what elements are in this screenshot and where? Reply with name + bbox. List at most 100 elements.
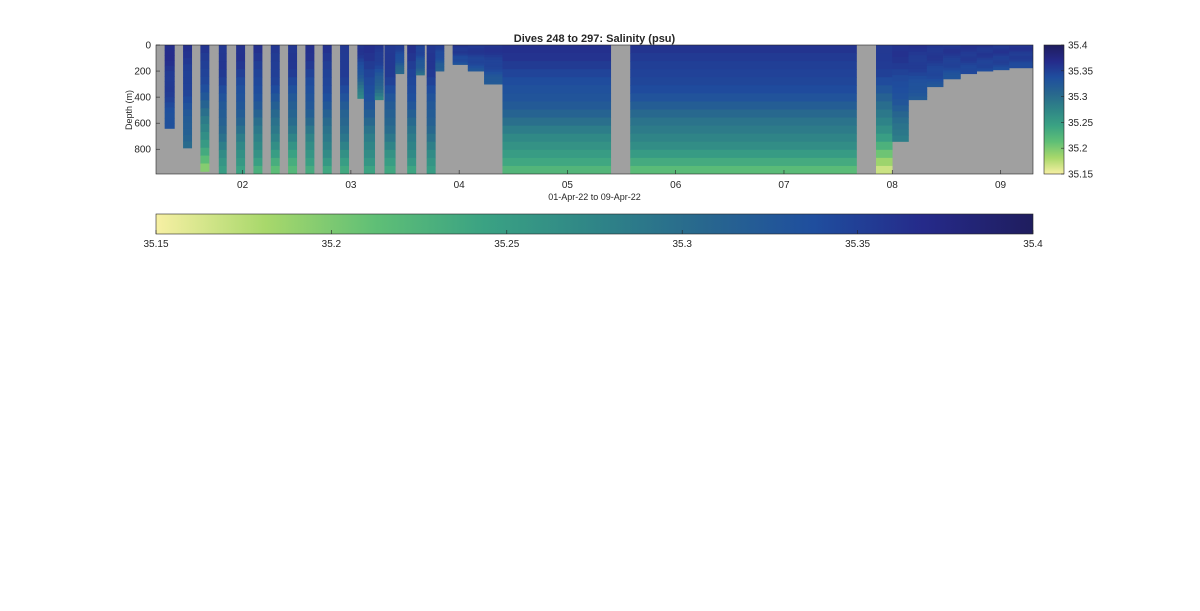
salinity-cell — [960, 61, 977, 64]
profile — [253, 45, 263, 174]
salinity-cell — [908, 82, 928, 87]
salinity-cell — [164, 65, 175, 72]
salinity-cell — [270, 85, 280, 94]
salinity-cell — [340, 61, 350, 70]
salinity-cell — [876, 149, 893, 159]
salinity-cell — [467, 66, 485, 69]
bottom-colorbar-gradient — [155, 213, 1034, 235]
salinity-cell — [183, 102, 193, 110]
profile — [926, 45, 944, 88]
x-axis-label: 01-Apr-22 to 09-Apr-22 — [548, 192, 641, 202]
salinity-cell — [426, 141, 436, 151]
profile — [976, 45, 994, 72]
salinity-cell — [435, 64, 445, 67]
salinity-cell — [363, 69, 376, 78]
salinity-cell — [1009, 50, 1033, 53]
salinity-cell — [426, 125, 436, 135]
salinity-cell — [288, 141, 298, 151]
salinity-cell — [253, 133, 263, 143]
salinity-cell — [407, 157, 417, 167]
salinity-cell — [322, 141, 332, 151]
salinity-cell — [270, 133, 280, 143]
salinity-cell — [236, 117, 246, 127]
salinity-cell — [288, 149, 298, 159]
salinity-cell — [270, 77, 280, 86]
salinity-cell — [305, 149, 315, 159]
salinity-cell — [164, 60, 175, 67]
chart-title: Dives 248 to 297: Salinity (psu) — [514, 33, 676, 45]
salinity-cell — [630, 133, 857, 143]
salinity-cell — [305, 125, 315, 135]
salinity-cell — [363, 141, 376, 151]
salinity-cell — [395, 66, 405, 69]
salinity-cell — [426, 109, 436, 118]
salinity-cell — [892, 135, 909, 142]
salinity-cell — [183, 96, 193, 104]
profile — [415, 45, 425, 76]
salinity-cell — [452, 53, 469, 56]
salinity-cell — [976, 62, 994, 65]
salinity-cell — [452, 58, 469, 61]
salinity-cell — [976, 46, 994, 49]
salinity-cell — [943, 57, 961, 61]
salinity-cell — [426, 69, 436, 78]
side-colorbar-tick-label: 35.25 — [1068, 118, 1093, 129]
salinity-cell — [992, 65, 1010, 68]
salinity-cell — [1009, 66, 1033, 69]
salinity-cell — [926, 68, 944, 72]
salinity-cell — [892, 99, 909, 106]
salinity-cell — [395, 70, 405, 73]
salinity-cell — [395, 52, 405, 55]
salinity-cell — [322, 133, 332, 143]
salinity-cell — [288, 125, 298, 135]
salinity-cell — [976, 58, 994, 61]
salinity-cell — [1009, 49, 1033, 52]
salinity-cell — [435, 46, 445, 49]
x-tick-label: 05 — [562, 180, 574, 191]
salinity-cell — [943, 70, 961, 73]
salinity-cell — [415, 67, 425, 70]
salinity-cell — [876, 85, 893, 94]
salinity-cell — [236, 141, 246, 151]
salinity-cell — [943, 64, 961, 67]
salinity-cell — [200, 139, 210, 149]
salinity-cell — [270, 69, 280, 78]
salinity-cell — [426, 157, 436, 167]
salinity-cell — [395, 61, 405, 64]
profile — [908, 45, 928, 101]
salinity-cell — [960, 46, 977, 49]
salinity-cell — [484, 47, 503, 51]
side-colorbar-gradient — [1043, 44, 1065, 175]
salinity-cell — [892, 45, 909, 52]
salinity-cell — [363, 109, 376, 118]
profile — [943, 45, 961, 80]
salinity-cell — [484, 79, 503, 83]
salinity-cell — [270, 101, 280, 110]
salinity-cell — [892, 93, 909, 100]
profile — [340, 45, 350, 174]
salinity-cell — [926, 47, 944, 51]
profile — [960, 45, 977, 75]
salinity-cell — [960, 68, 977, 71]
salinity-cell — [502, 69, 612, 78]
salinity-cell — [236, 69, 246, 78]
salinity-cell — [288, 85, 298, 94]
salinity-cell — [892, 51, 909, 58]
salinity-cell — [926, 78, 944, 82]
salinity-cell — [960, 71, 977, 75]
y-tick-label: 800 — [134, 145, 151, 156]
salinity-cell — [340, 53, 350, 62]
salinity-cell — [183, 135, 193, 142]
salinity-cell — [183, 45, 193, 52]
salinity-cell — [253, 165, 263, 174]
salinity-cell — [357, 78, 365, 83]
salinity-cell — [452, 60, 469, 63]
salinity-cell — [415, 71, 425, 74]
salinity-cell — [452, 49, 469, 52]
salinity-cell — [340, 109, 350, 118]
salinity-cell — [236, 85, 246, 94]
salinity-cell — [484, 59, 503, 63]
salinity-cell — [926, 81, 944, 85]
salinity-cell — [357, 55, 365, 59]
salinity-cell — [253, 61, 263, 70]
